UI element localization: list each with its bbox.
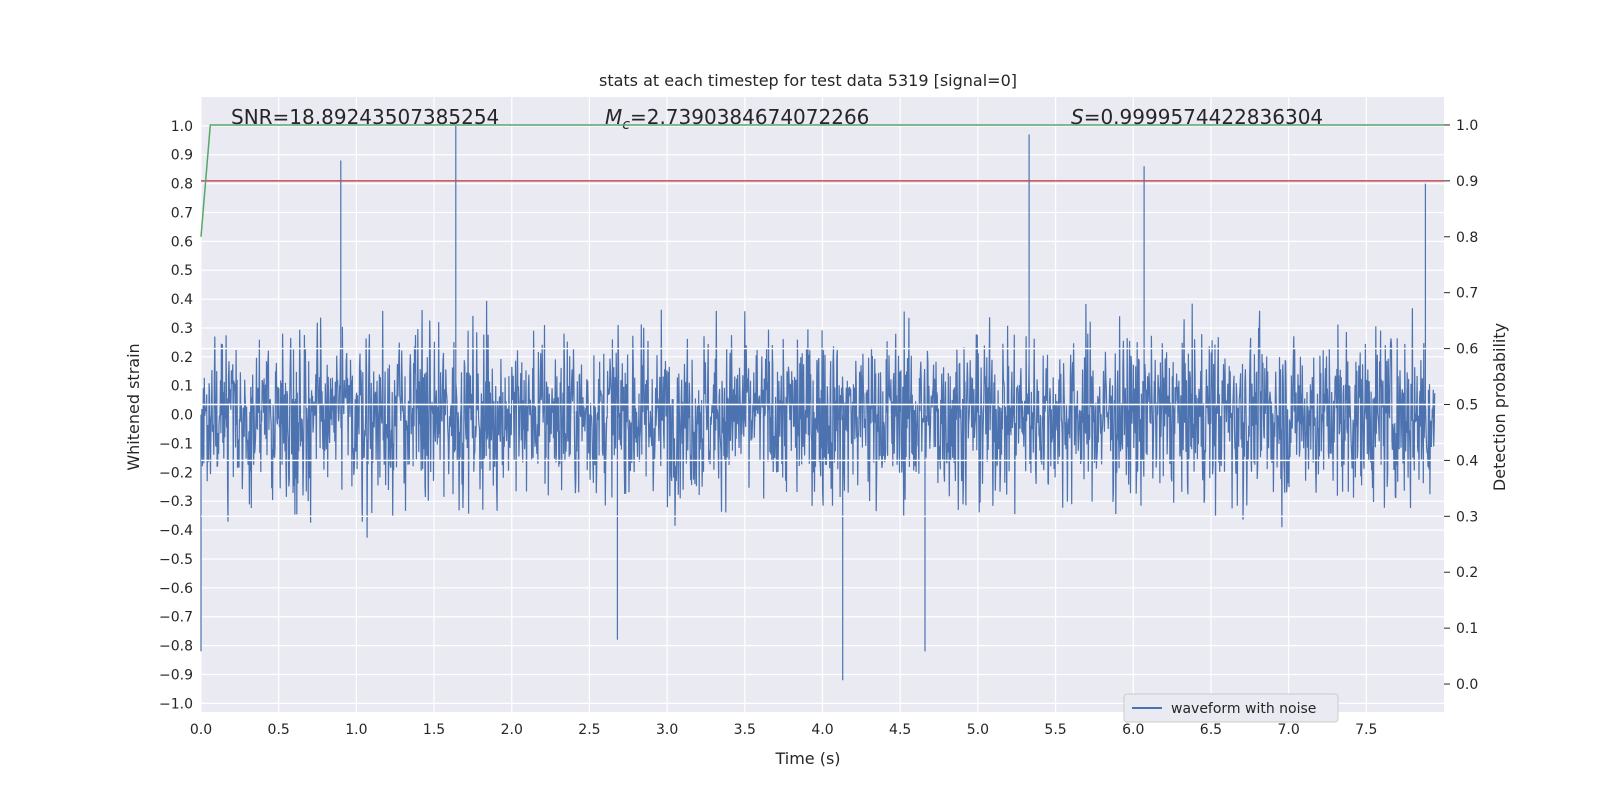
y-tick-label: −0.2 [159,465,193,481]
y2-tick-label: 0.2 [1456,565,1478,581]
y-tick-label: 0.7 [171,205,193,221]
y2-tick-label: 0.8 [1456,230,1478,246]
x-tick-label: 1.5 [423,722,445,738]
y2-tick-label: 0.7 [1456,286,1478,302]
y-tick-label: −0.7 [159,610,193,626]
y-tick-label: 0.5 [171,263,193,279]
x-tick-label: 6.0 [1122,722,1144,738]
y2-tick-label: 0.0 [1456,677,1478,693]
y-tick-label: 0.4 [171,292,193,308]
x-tick-label: 2.5 [578,722,600,738]
y-tick-label: 0.2 [171,350,193,366]
chirp-mass-symbol: M [605,105,622,129]
chart-title: stats at each timestep for test data 531… [599,71,1017,90]
x-axis-label: Time (s) [774,749,840,768]
x-tick-label: 3.0 [656,722,678,738]
y-tick-label: 0.1 [171,379,193,395]
y2-tick-label: 0.9 [1456,174,1478,190]
x-tick-label: 6.5 [1200,722,1222,738]
score-symbol: S [1071,105,1084,129]
legend-box [1123,693,1339,723]
y-tick-label: −0.5 [159,552,193,568]
y-tick-label: −0.4 [159,523,193,539]
x-tick-label: 5.5 [1044,722,1066,738]
y-tick-label: −0.8 [159,639,193,655]
y2-tick-label: 1.0 [1456,118,1478,134]
y-tick-label: 0.6 [171,234,193,250]
y-axis-label: Whitened strain [124,343,143,470]
y2-tick-label: 0.5 [1456,398,1478,414]
series-waveform-with-noise [200,125,1436,681]
y-tick-label: 0.3 [171,321,193,337]
y2-tick-label: 0.3 [1456,509,1478,525]
y-tick-label: −0.6 [159,581,193,597]
x-axis-ticks: 0.0 0.5 1.0 1.5 2.0 2.5 3.0 3.5 4.0 4.5 5.0 5.5 6.0 6… [190,722,1378,738]
x-tick-label: 4.0 [811,722,833,738]
x-tick-label: 4.5 [889,722,911,738]
y2-tick-label: 0.6 [1456,342,1478,358]
x-tick-label: 3.5 [734,722,756,738]
y2-axis-ticks: 0.0 0.1 0.2 0.3 0.4 0.5 0.6 0.7 0.8 0.9 1.0 [1444,118,1478,693]
y-tick-label: 0.8 [171,177,193,193]
x-tick-label: 1.0 [345,722,367,738]
y-tick-label: −0.3 [159,494,193,510]
waveform-trace [200,125,1436,681]
detection-probability-line [200,124,1444,237]
chirp-mass-annotation: Mc=2.7390384674072266 [605,105,869,133]
x-tick-label: 0.0 [190,722,212,738]
x-tick-label: 7.0 [1277,722,1299,738]
x-tick-label: 2.0 [501,722,523,738]
y2-tick-label: 0.4 [1456,453,1478,469]
y2-axis-label: Detection probability [1490,323,1509,491]
y-tick-label: 0.9 [171,148,193,164]
y-axis-ticks: −1.0 −0.9 −0.8 −0.7 −0.6 −0.5 −0.4 −0.3 −0.2 −0.1… [159,119,193,712]
y-tick-label: −1.0 [159,696,193,712]
x-tick-label: 7.5 [1355,722,1377,738]
y-tick-label: −0.1 [159,436,193,452]
legend-label: waveform with noise [1171,701,1316,717]
x-tick-label: 5.0 [967,722,989,738]
y-tick-label: −0.9 [159,667,193,683]
y-tick-label: 1.0 [171,119,193,135]
x-tick-label: 0.5 [268,722,290,738]
y2-tick-label: 0.1 [1456,621,1478,637]
y-tick-label: 0.0 [171,408,193,424]
legend: waveform with noise [1123,693,1339,723]
